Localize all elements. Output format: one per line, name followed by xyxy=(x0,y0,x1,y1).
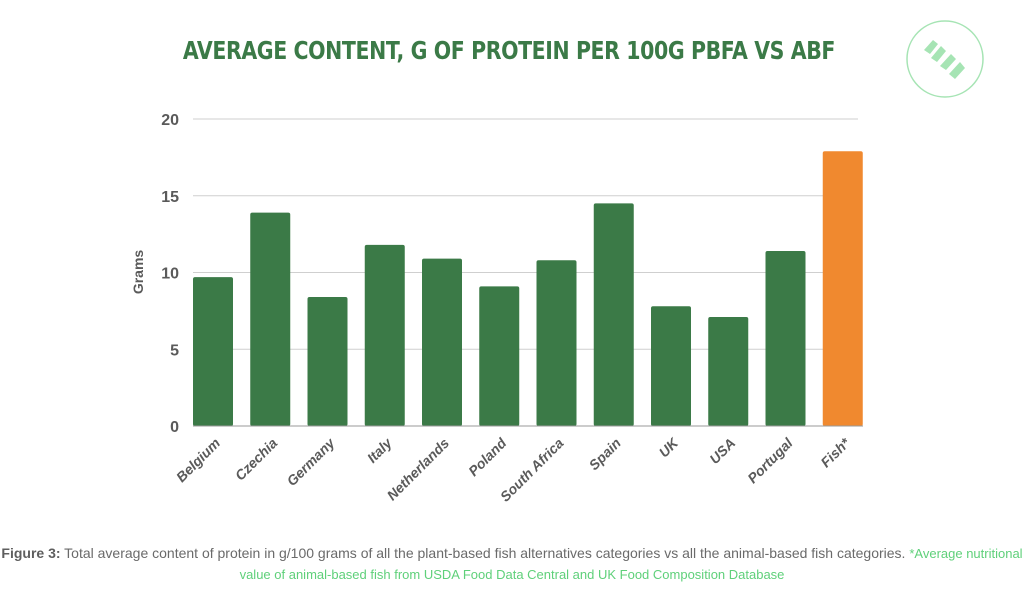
x-tick-label: Belgium xyxy=(173,435,223,485)
caption-text: Total average content of protein in g/10… xyxy=(60,545,910,561)
bar-south-africa xyxy=(536,260,577,426)
x-tick-label: Poland xyxy=(465,434,510,479)
x-tick-label: Czechia xyxy=(232,435,281,484)
x-tick-label: USA xyxy=(706,435,738,467)
bar-spain xyxy=(593,203,634,426)
bar-poland xyxy=(479,286,520,426)
caption-note: *Average nutritional value of animal-bas… xyxy=(239,546,1023,582)
bar-portugal xyxy=(765,251,806,426)
figure-label: Figure 3: xyxy=(1,545,61,561)
y-axis-label: Grams xyxy=(130,250,146,295)
bar-netherlands xyxy=(422,258,462,426)
y-tick-label: 15 xyxy=(161,189,179,206)
bar-chart: 0 5 10 15 20 Grams Belgium Czechia Germany Ital… xyxy=(130,112,863,505)
gridlines xyxy=(193,118,858,427)
bar-germany xyxy=(307,297,348,426)
y-tick-label: 10 xyxy=(161,266,179,283)
x-tick-label: Portugal xyxy=(744,434,796,486)
y-tick-label: 20 xyxy=(161,112,179,129)
y-tick-label: 0 xyxy=(170,419,179,436)
bar-czechia xyxy=(250,212,291,426)
bars xyxy=(193,151,863,427)
x-tick-label: UK xyxy=(655,434,681,460)
bar-belgium xyxy=(193,277,233,426)
vm-logo-icon xyxy=(906,20,984,98)
x-tick-label: Spain xyxy=(586,435,624,473)
x-tick-label: Germany xyxy=(283,434,338,489)
x-tick-label: Italy xyxy=(364,434,396,466)
x-tick-label: Fish* xyxy=(817,434,853,470)
figure-caption: Figure 3: Total average content of prote… xyxy=(0,543,1024,585)
bar-usa xyxy=(708,317,749,426)
x-tick-label: Netherlands xyxy=(384,435,453,504)
y-tick-label: 5 xyxy=(170,342,179,359)
bar-fish xyxy=(822,151,863,427)
y-axis-ticks: 0 5 10 15 20 xyxy=(161,112,179,436)
bar-italy xyxy=(364,244,405,426)
chart-title: AVERAGE CONTENT, G OF PROTEIN PER 100G P… xyxy=(182,36,836,65)
bar-uk xyxy=(651,306,691,426)
